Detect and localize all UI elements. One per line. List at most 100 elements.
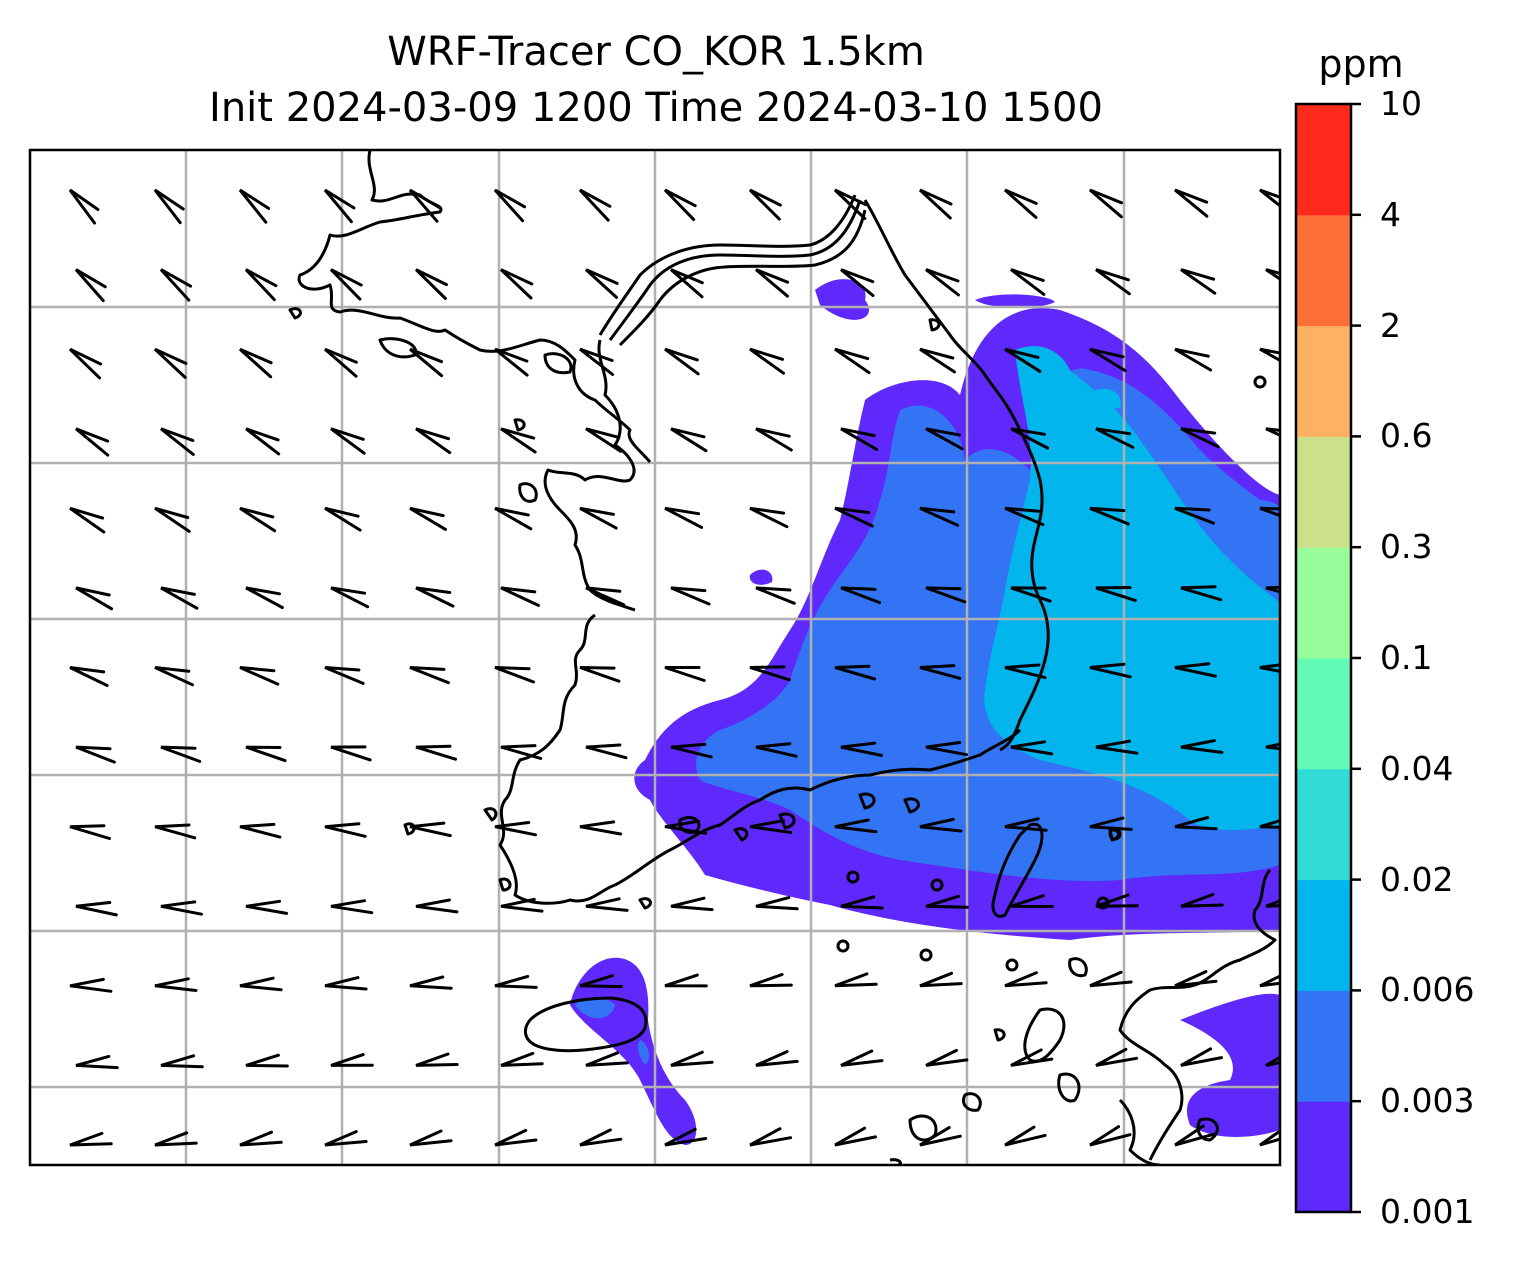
- wind-barb: [154, 823, 197, 840]
- wind-barb: [670, 586, 711, 606]
- colorbar-tick-label: 0.006: [1380, 970, 1475, 1010]
- colorbar-segment: [1296, 214, 1351, 327]
- wind-barb: [1259, 506, 1280, 518]
- wind-barb: [1265, 585, 1280, 594]
- wind-barb: [579, 666, 621, 683]
- colorbar-tick-label: 4: [1380, 194, 1401, 234]
- colorbar-unit-label: ppm: [1318, 42, 1404, 86]
- wind-barb: [1004, 817, 1048, 832]
- wind-barb: [75, 427, 110, 457]
- wind-barb: [664, 973, 708, 988]
- wind-barb: [153, 347, 188, 379]
- wind-barb: [1265, 1055, 1280, 1067]
- wind-barb: [1089, 188, 1123, 219]
- colorbar-tick-label: 0.6: [1380, 416, 1433, 456]
- wind-barb: [414, 268, 448, 300]
- wind-barb: [1095, 1047, 1139, 1067]
- colorbar-tick-label: 0.003: [1380, 1081, 1475, 1121]
- wind-barb: [494, 506, 533, 531]
- wind-barb: [584, 268, 619, 299]
- plume-level-2-jeju: [575, 997, 650, 1065]
- colorbar-segment: [1296, 768, 1351, 881]
- wind-barb: [160, 745, 202, 763]
- wind-barb: [329, 268, 363, 301]
- wind-barb: [494, 974, 538, 989]
- wind-barb: [749, 347, 785, 375]
- wind-barb: [1004, 506, 1045, 527]
- wind-barb: [1010, 894, 1054, 908]
- wind-barb: [494, 347, 529, 377]
- wind-barb: [75, 1054, 119, 1070]
- colorbar-tick-label: 2: [1380, 305, 1401, 345]
- wind-barb: [409, 666, 450, 685]
- wind-barb: [1010, 268, 1046, 296]
- wind-barb: [1004, 1125, 1047, 1147]
- wind-barb: [755, 427, 793, 452]
- wind-barb: [160, 900, 203, 916]
- wind-barb: [1174, 970, 1218, 988]
- wind-barb: [749, 819, 793, 834]
- wind-barb: [415, 744, 457, 761]
- wind-barb: [840, 1049, 884, 1067]
- wind-barb: [239, 976, 283, 992]
- wind-barb: [500, 897, 544, 913]
- wind-barb: [1010, 1048, 1054, 1067]
- wind-barb: [154, 977, 198, 992]
- wind-barb: [834, 506, 874, 528]
- wind-barb: [579, 1128, 623, 1147]
- wind-barb: [755, 268, 790, 298]
- wind-barb: [330, 1053, 374, 1067]
- wind-barb: [1174, 816, 1218, 831]
- colorbar-tick-label: 0.001: [1380, 1192, 1475, 1231]
- map-plot-area: [30, 150, 1280, 1165]
- wind-barb: [749, 665, 791, 682]
- colorbar-tick-label: 0.04: [1380, 748, 1454, 788]
- wind-barb: [494, 666, 536, 684]
- wind-barb: [578, 188, 612, 222]
- wind-barb: [245, 899, 289, 915]
- colorbar-tick-label: 0.3: [1380, 527, 1433, 567]
- wind-barb: [500, 744, 543, 760]
- wind-barb: [1180, 585, 1223, 602]
- wind-barb: [840, 586, 882, 605]
- wind-barb: [1089, 1125, 1132, 1147]
- wind-barb: [1259, 819, 1280, 829]
- wind-barb: [1265, 899, 1280, 908]
- wind-barb: [833, 188, 868, 220]
- wind-barb: [1089, 816, 1133, 831]
- wind-barb: [330, 745, 372, 762]
- wind-barb: [585, 897, 629, 912]
- wind-barb: [245, 1053, 289, 1068]
- wind-barb: [834, 347, 871, 375]
- wind-barb: [245, 586, 284, 609]
- wind-barb: [664, 506, 704, 529]
- wind-barb: [1259, 1129, 1280, 1147]
- colorbar-tick-label: 0.02: [1380, 859, 1454, 899]
- wind-barb: [834, 1126, 877, 1147]
- wind-barb: [324, 976, 368, 991]
- wind-barb: [153, 188, 185, 225]
- wind-barb: [494, 821, 537, 837]
- wind-barb: [160, 1054, 204, 1069]
- wind-barb: [75, 901, 118, 917]
- wind-barb: [74, 268, 107, 303]
- wind-barb: [323, 188, 356, 224]
- wind-barb: [160, 586, 199, 610]
- colorbar-segment: [1296, 1101, 1351, 1213]
- wind-barb: [664, 1127, 708, 1147]
- wind-barb: [925, 894, 969, 909]
- wind-barb: [1265, 268, 1280, 281]
- wind-barb: [834, 664, 877, 681]
- wind-barb: [409, 1129, 453, 1147]
- wind-barb: [749, 1127, 793, 1147]
- wind-barb: [579, 820, 623, 836]
- colorbar-segment: [1296, 104, 1351, 216]
- wind-barb: [919, 971, 963, 988]
- wind-barb: [408, 188, 441, 223]
- wind-barb: [919, 506, 960, 527]
- wind-barb: [579, 506, 618, 530]
- map-frame: [28, 148, 1282, 1167]
- wind-barb: [834, 972, 878, 988]
- wind-barb: [68, 188, 100, 225]
